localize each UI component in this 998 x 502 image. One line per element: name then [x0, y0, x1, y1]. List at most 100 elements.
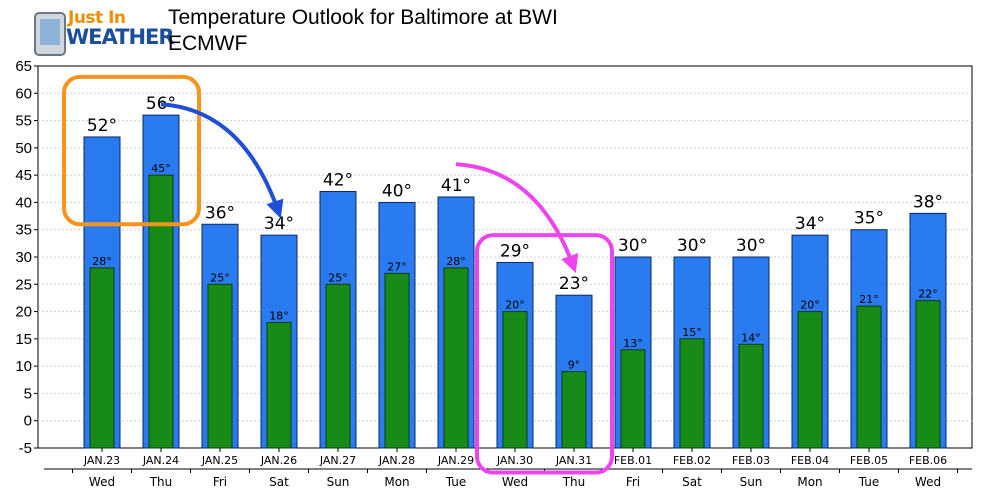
x-day-label: Sat — [682, 475, 702, 489]
high-temp-label: 34° — [795, 214, 825, 234]
chart-title: Temperature Outlook for Baltimore at BWI — [168, 6, 558, 29]
x-tick-label: FEB.04 — [791, 454, 829, 467]
low-temp-bar — [89, 267, 115, 449]
high-temp-label: 36° — [205, 203, 235, 223]
x-tick-label: JAN.24 — [142, 454, 179, 467]
high-temp-label: 40° — [382, 181, 412, 201]
phone-icon — [34, 12, 66, 56]
low-temp-bar — [915, 300, 941, 449]
x-day-label: Wed — [915, 475, 941, 489]
x-day-label: Sat — [269, 475, 289, 489]
y-tick-label: 50 — [15, 140, 32, 157]
low-temp-bar — [266, 321, 292, 449]
y-tick-label: 25 — [15, 276, 32, 293]
x-day-label: Tue — [858, 475, 880, 489]
high-temp-label: 56° — [146, 94, 176, 114]
x-day-label: Thu — [149, 475, 173, 489]
low-temp-label: 13° — [623, 337, 643, 350]
x-day-label: Tue — [445, 475, 467, 489]
logo: Just In WEATHER — [34, 8, 175, 56]
low-temp-bar — [443, 267, 469, 449]
y-tick-label: 45 — [15, 167, 32, 184]
logo-line1: Just In — [68, 8, 126, 28]
low-temp-label: 20° — [505, 299, 525, 312]
x-tick-label: JAN.31 — [555, 454, 592, 467]
high-temp-label: 35° — [854, 209, 884, 229]
y-tick-label: 30 — [15, 249, 32, 266]
x-day-label: Wed — [502, 475, 528, 489]
annotation-arrow — [455, 162, 579, 273]
x-tick-label: FEB.05 — [850, 454, 888, 467]
x-tick-label: JAN.25 — [201, 454, 238, 467]
low-temp-label: 20° — [800, 299, 820, 312]
high-temp-label: 30° — [677, 236, 707, 256]
annotation-arrow — [160, 102, 284, 219]
y-tick-label: 5 — [24, 385, 32, 402]
y-tick-label: -5 — [19, 440, 32, 457]
x-day-label: Sun — [740, 475, 763, 489]
y-tick-label: 10 — [15, 358, 32, 375]
low-temp-bar — [620, 349, 646, 449]
low-temp-label: 25° — [210, 271, 230, 284]
low-temp-bar — [797, 311, 823, 449]
low-temp-bar — [325, 283, 351, 449]
low-temp-bar — [856, 305, 882, 449]
low-temp-label: 18° — [269, 309, 289, 322]
high-temp-label: 23° — [559, 274, 589, 294]
x-day-label: Mon — [797, 475, 822, 489]
x-tick-label: JAN.23 — [83, 454, 120, 467]
low-temp-bar — [207, 283, 233, 449]
low-temp-label: 25° — [328, 271, 348, 284]
x-tick-label: JAN.30 — [496, 454, 533, 467]
highlight-box — [475, 233, 614, 475]
low-temp-label: 27° — [387, 260, 407, 273]
x-tick-label: JAN.26 — [260, 454, 297, 467]
low-temp-bar — [679, 338, 705, 449]
x-tick-label: JAN.27 — [319, 454, 356, 467]
low-temp-label: 15° — [682, 326, 702, 339]
high-temp-label: 38° — [913, 192, 943, 212]
x-tick-label: JAN.29 — [437, 454, 474, 467]
y-tick-label: 40 — [15, 194, 32, 211]
high-temp-label: 52° — [87, 116, 117, 136]
low-temp-bar — [502, 311, 528, 449]
x-day-label: Mon — [384, 475, 409, 489]
x-day-label: Wed — [89, 475, 115, 489]
x-day-label: Thu — [562, 475, 586, 489]
y-tick-label: 20 — [15, 304, 32, 321]
highlight-box — [62, 74, 201, 227]
low-temp-label: 22° — [918, 288, 938, 301]
low-temp-label: 14° — [741, 331, 761, 344]
y-tick-label: 0 — [24, 413, 32, 430]
y-tick-label: 55 — [15, 113, 32, 130]
logo-line2: WEATHER — [66, 25, 175, 49]
low-temp-bar — [738, 343, 764, 449]
low-temp-label: 21° — [859, 293, 879, 306]
high-temp-label: 30° — [618, 236, 648, 256]
high-temp-label: 41° — [441, 176, 471, 196]
x-tick-label: FEB.02 — [673, 454, 711, 467]
y-tick-label: 65 — [15, 58, 32, 75]
x-tick-label: JAN.28 — [378, 454, 415, 467]
low-temp-label: 9° — [568, 359, 581, 372]
high-temp-label: 34° — [264, 214, 294, 234]
low-temp-label: 28° — [446, 255, 466, 268]
y-tick-label: 15 — [15, 331, 32, 348]
high-temp-label: 30° — [736, 236, 766, 256]
low-temp-bar — [148, 174, 174, 449]
x-day-label: Sun — [327, 475, 350, 489]
chart-subtitle: ECMWF — [168, 32, 248, 55]
x-tick-label: FEB.06 — [909, 454, 947, 467]
y-tick-label: 35 — [15, 222, 32, 239]
x-tick-label: FEB.01 — [614, 454, 652, 467]
high-temp-label: 42° — [323, 171, 353, 191]
y-tick-label: 60 — [15, 85, 32, 102]
x-day-label: Fri — [213, 475, 227, 489]
low-temp-label: 45° — [151, 162, 171, 175]
x-tick-label: FEB.03 — [732, 454, 770, 467]
low-temp-bar — [384, 272, 410, 449]
low-temp-label: 28° — [92, 255, 112, 268]
low-temp-bar — [561, 371, 587, 449]
high-temp-label: 29° — [500, 241, 530, 261]
